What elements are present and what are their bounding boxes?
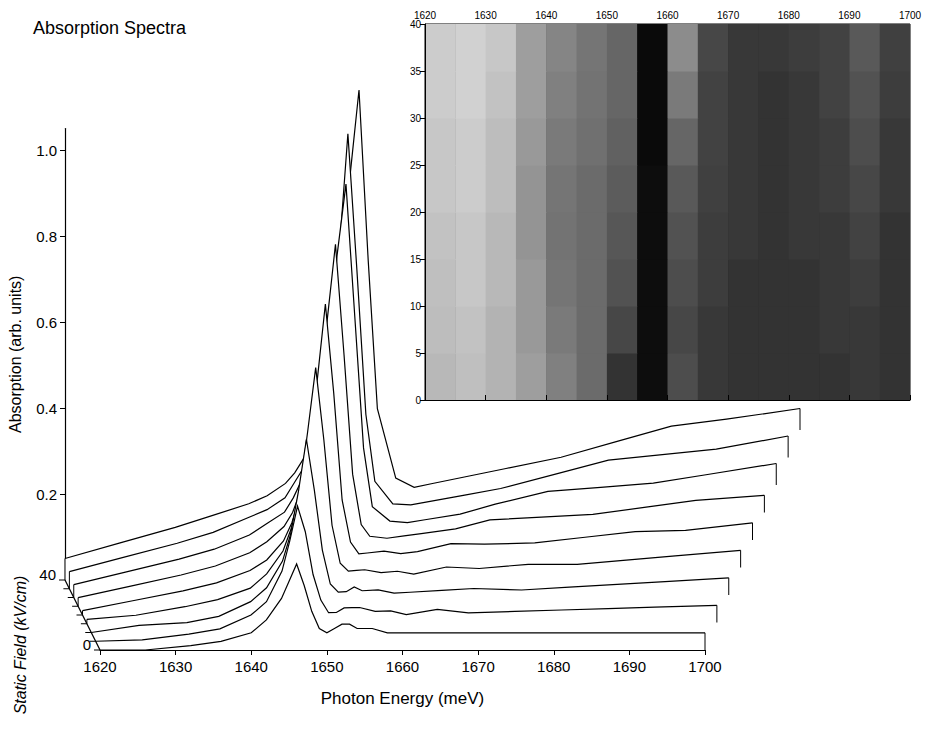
svg-text:35: 35 <box>410 66 422 77</box>
svg-text:40: 40 <box>39 566 56 583</box>
svg-text:1630: 1630 <box>159 658 192 675</box>
svg-text:Absorption Spectra: Absorption Spectra <box>33 18 187 38</box>
svg-text:1660: 1660 <box>656 10 679 21</box>
svg-text:25: 25 <box>410 160 422 171</box>
svg-text:20: 20 <box>410 207 422 218</box>
svg-text:1630: 1630 <box>475 10 498 21</box>
svg-text:15: 15 <box>410 254 422 265</box>
svg-text:1700: 1700 <box>688 658 721 675</box>
svg-text:1650: 1650 <box>596 10 619 21</box>
svg-text:Static Field (kV/cm): Static Field (kV/cm) <box>12 576 29 715</box>
svg-text:1690: 1690 <box>613 658 646 675</box>
svg-text:30: 30 <box>410 113 422 124</box>
svg-text:0.2: 0.2 <box>36 486 57 503</box>
svg-text:1.0: 1.0 <box>36 142 57 159</box>
svg-text:0: 0 <box>83 636 91 653</box>
svg-text:1640: 1640 <box>235 658 268 675</box>
svg-text:1620: 1620 <box>414 10 437 21</box>
svg-text:0: 0 <box>415 395 421 406</box>
svg-text:0.4: 0.4 <box>36 400 57 417</box>
svg-text:0.6: 0.6 <box>36 314 57 331</box>
svg-text:Photon Energy (meV): Photon Energy (meV) <box>321 689 484 708</box>
svg-text:1700: 1700 <box>899 10 922 21</box>
svg-text:1670: 1670 <box>717 10 740 21</box>
svg-text:1660: 1660 <box>386 658 419 675</box>
svg-text:1670: 1670 <box>461 658 494 675</box>
svg-text:1690: 1690 <box>838 10 861 21</box>
svg-text:40: 40 <box>409 18 421 30</box>
svg-text:1650: 1650 <box>310 658 343 675</box>
svg-text:1680: 1680 <box>778 10 801 21</box>
svg-text:Absorption (arb. units): Absorption (arb. units) <box>7 276 24 433</box>
svg-text:5: 5 <box>415 348 421 359</box>
svg-text:10: 10 <box>410 301 422 312</box>
svg-text:1680: 1680 <box>537 658 570 675</box>
svg-text:1620: 1620 <box>83 658 116 675</box>
svg-text:0.8: 0.8 <box>36 228 57 245</box>
svg-text:1640: 1640 <box>535 10 558 21</box>
